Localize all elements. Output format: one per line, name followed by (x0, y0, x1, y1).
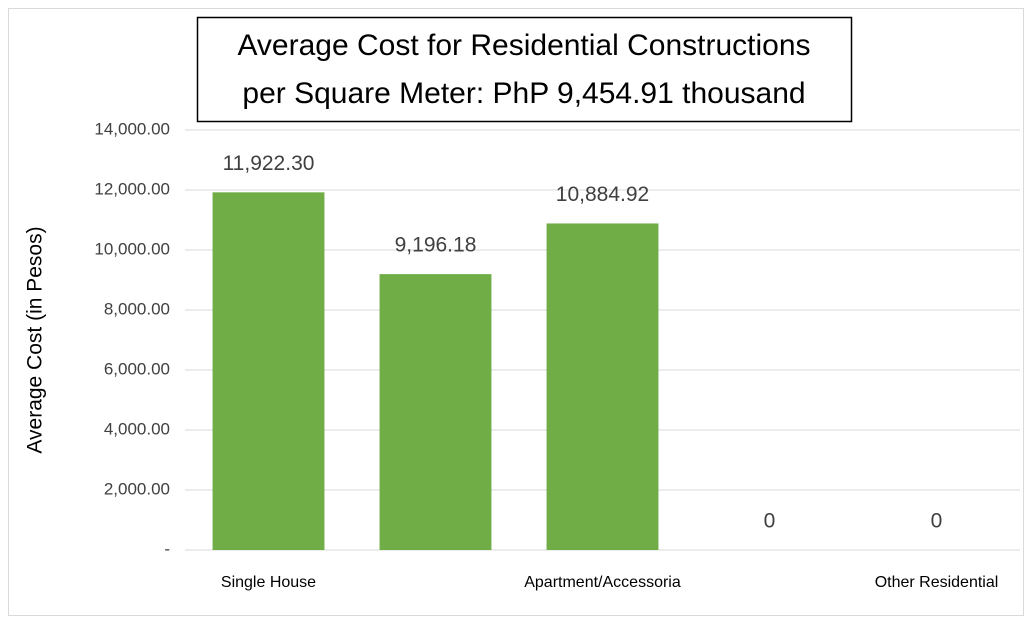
y-tick-label: 2,000.00 (104, 479, 170, 498)
y-tick-label: 8,000.00 (104, 299, 170, 318)
x-tick-label: Other Residential (875, 574, 999, 591)
value-label: 10,884.92 (556, 183, 649, 206)
bar (212, 192, 325, 550)
x-tick-label: Apartment/Accessoria (524, 574, 681, 591)
y-tick-label: 10,000.00 (94, 239, 170, 258)
y-tick-label: 6,000.00 (104, 359, 170, 378)
y-tick-label: - (164, 539, 170, 558)
y-axis-label: Average Cost (in Pesos) (24, 226, 47, 453)
value-label: 0 (931, 510, 943, 533)
chart-title: per Square Meter: PhP 9,454.91 thousand (242, 77, 805, 110)
bar (379, 274, 492, 550)
value-label: 11,922.30 (223, 152, 315, 175)
chart-title: Average Cost for Residential Constructio… (237, 29, 810, 62)
y-tick-label: 14,000.00 (94, 119, 170, 138)
y-tick-label: 12,000.00 (94, 179, 170, 198)
x-tick-label: Single House (221, 574, 316, 591)
bar (546, 223, 659, 550)
value-label: 9,196.18 (395, 234, 477, 257)
value-label: 0 (764, 510, 776, 533)
title-box (196, 16, 853, 123)
y-tick-label: 4,000.00 (104, 419, 170, 438)
